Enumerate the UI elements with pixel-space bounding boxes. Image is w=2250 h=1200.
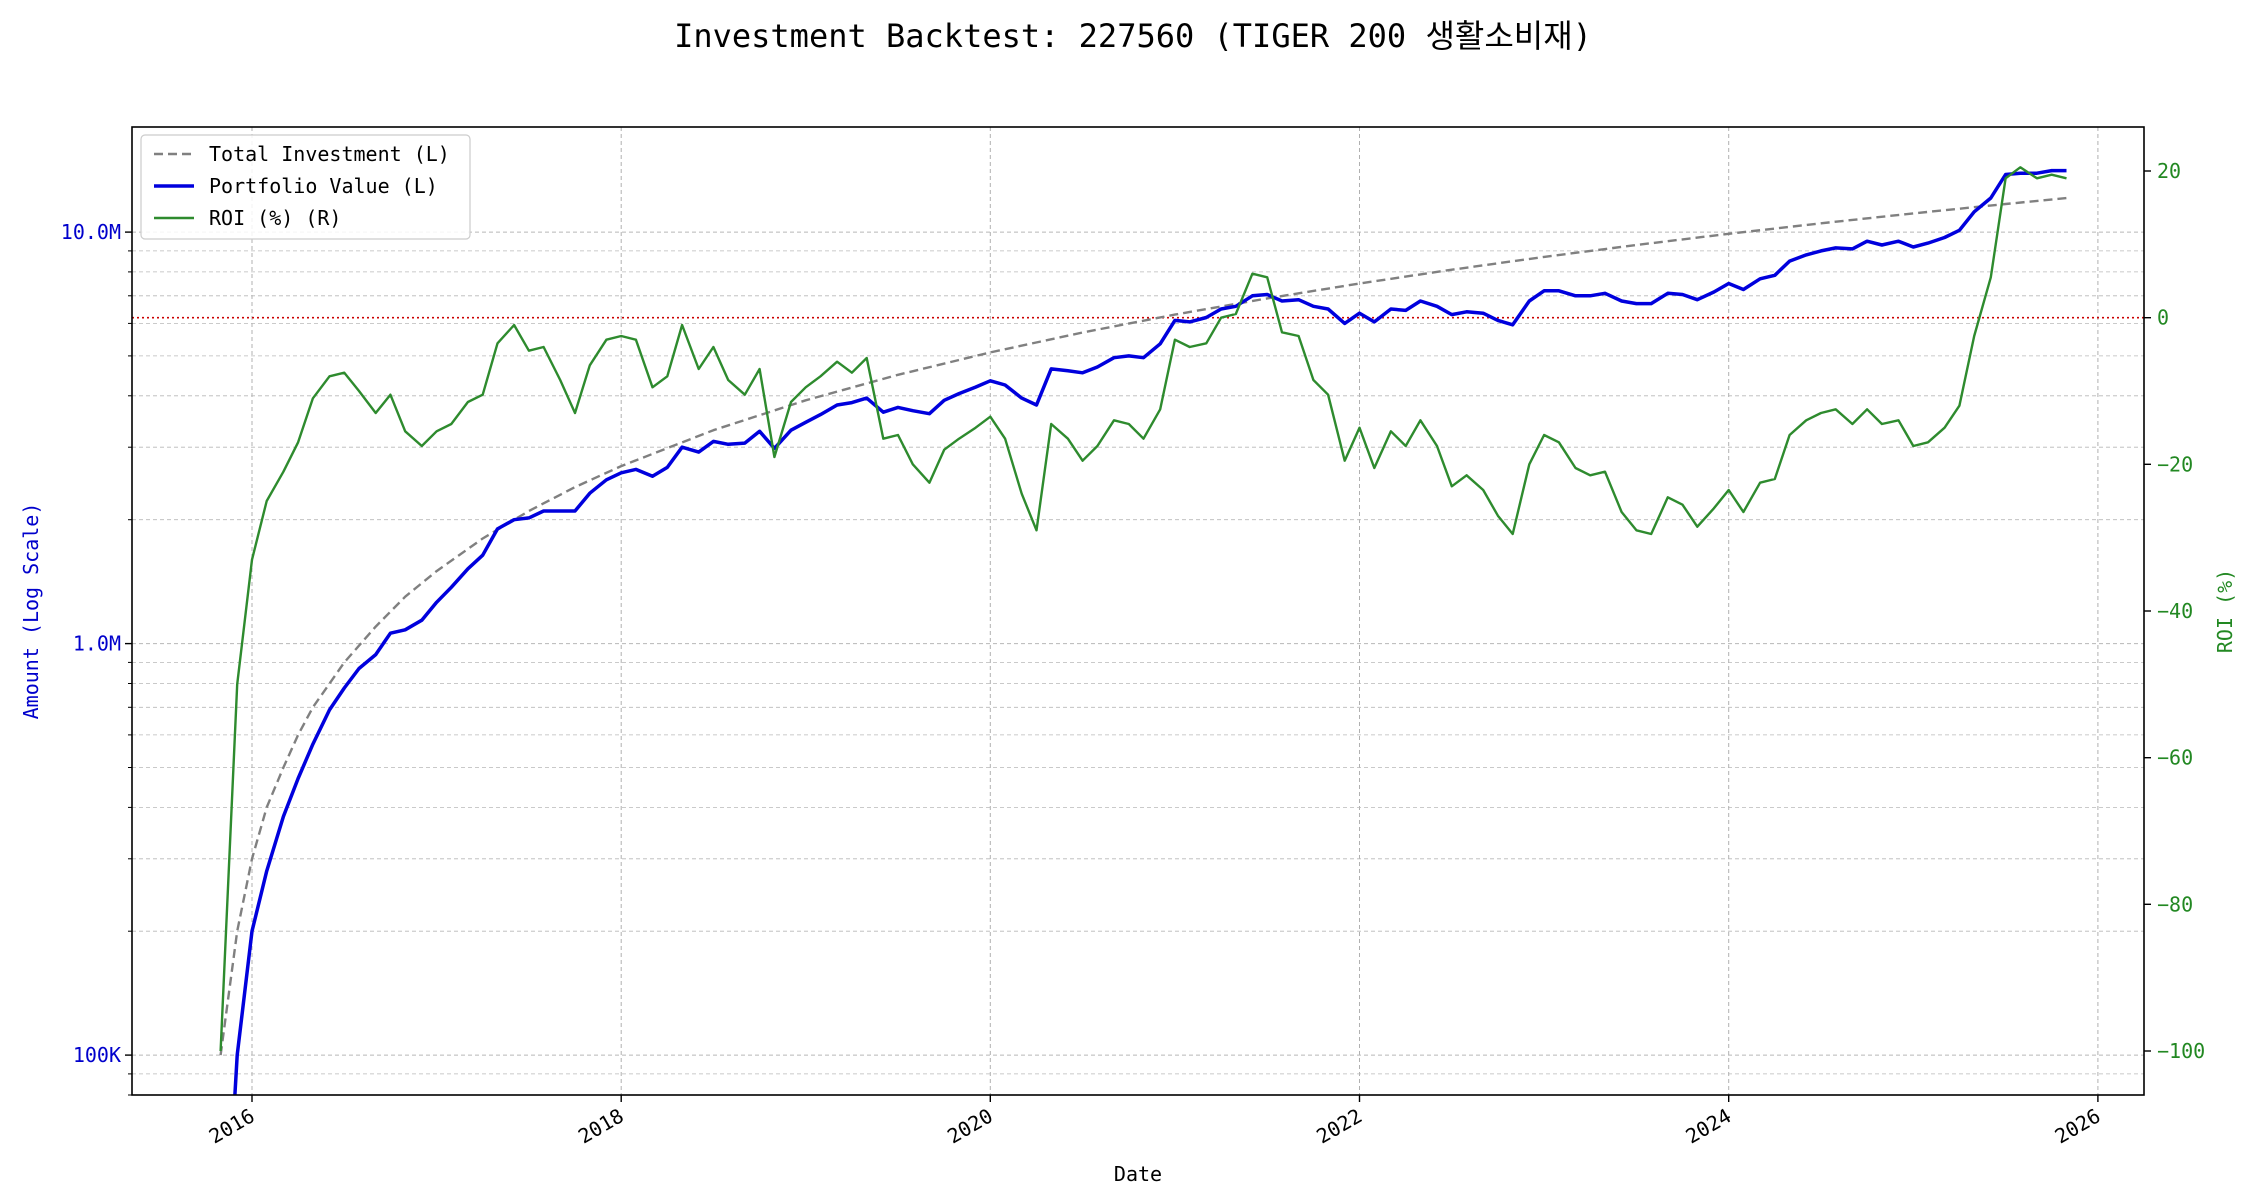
series-lines: [219, 166, 2067, 1095]
x-tick-label: 2020: [943, 1104, 997, 1149]
legend: Total Investment (L) Portfolio Value (L)…: [140, 134, 471, 240]
right-tick-label: −100: [2157, 1039, 2205, 1063]
left-tick-label: 10.0M: [61, 220, 121, 244]
x-axis-ticks: 2016 2018 2020 2022 2024 2026: [205, 1095, 2105, 1149]
legend-box: [140, 134, 471, 240]
horizontal-gridlines: [132, 231, 2144, 1096]
x-axis-label: Date: [1114, 1162, 1162, 1186]
right-tick-label: −40: [2157, 599, 2193, 623]
x-tick-label: 2018: [574, 1104, 628, 1149]
left-axis-ticks: 100K 1.0M 10.0M: [61, 220, 132, 1096]
x-tick-label: 2016: [205, 1104, 259, 1149]
left-axis-label: Amount (Log Scale): [19, 503, 43, 720]
chart-title: Investment Backtest: 227560 (TIGER 200 생…: [674, 17, 1592, 55]
series-line-portfolio-value-l: [233, 168, 2067, 1095]
right-tick-label: −80: [2157, 892, 2193, 916]
x-tick-label: 2024: [1681, 1104, 1735, 1149]
right-tick-label: −60: [2157, 746, 2193, 770]
right-tick-label: 0: [2157, 306, 2169, 330]
x-tick-label: 2026: [2051, 1104, 2105, 1149]
x-tick-label: 2022: [1312, 1104, 1366, 1149]
left-tick-label: 1.0M: [73, 632, 121, 656]
series-line-total-investment-l: [219, 196, 2067, 1056]
right-axis-label: ROI (%): [2213, 569, 2237, 653]
series-line-roi-r: [219, 166, 2067, 1052]
right-tick-label: 20: [2157, 159, 2181, 183]
right-tick-label: −20: [2157, 452, 2193, 476]
legend-label-roi: ROI (%) (R): [209, 206, 341, 230]
right-axis-ticks: 20 0 −20 −40 −60 −80 −100: [2144, 159, 2205, 1063]
legend-label-portfolio-value: Portfolio Value (L): [209, 174, 438, 198]
legend-label-total-investment: Total Investment (L): [209, 142, 450, 166]
left-tick-label: 100K: [73, 1043, 121, 1067]
